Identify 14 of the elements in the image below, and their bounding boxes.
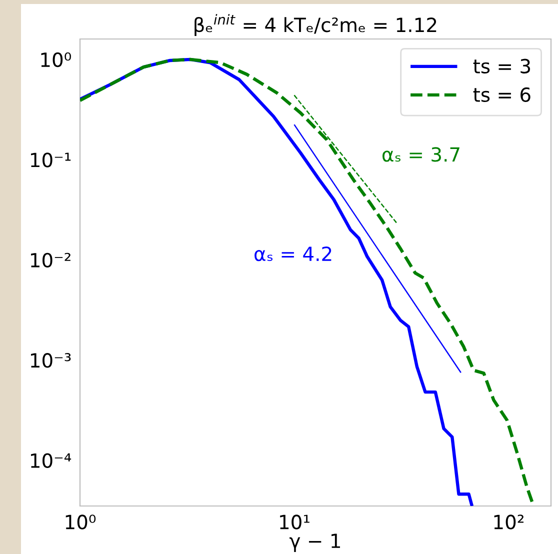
x-tick-label: 10¹	[280, 514, 310, 530]
chart-title: βₑ$^{init}$ = 4 kTₑ/c²mₑ = 1.12	[194, 14, 436, 36]
annotation: αₛ = 3.7	[382, 147, 460, 162]
y-tick-label: 10⁻⁴	[31, 453, 72, 468]
y-tick-label: 10⁻¹	[31, 152, 71, 168]
legend-label: ts = 6	[473, 87, 530, 102]
legend-label: ts = 3	[473, 58, 530, 74]
y-tick-label: 10⁻²	[31, 252, 70, 268]
annotation: αₛ = 4.2	[254, 246, 332, 262]
x-tick-label: 10²	[494, 514, 524, 530]
x-tick-label: 10⁰	[66, 514, 96, 530]
x-axis-title: γ − 1	[290, 534, 340, 552]
y-tick-label: 10⁻³	[31, 353, 71, 368]
y-tick-label: 10⁰	[41, 52, 71, 68]
